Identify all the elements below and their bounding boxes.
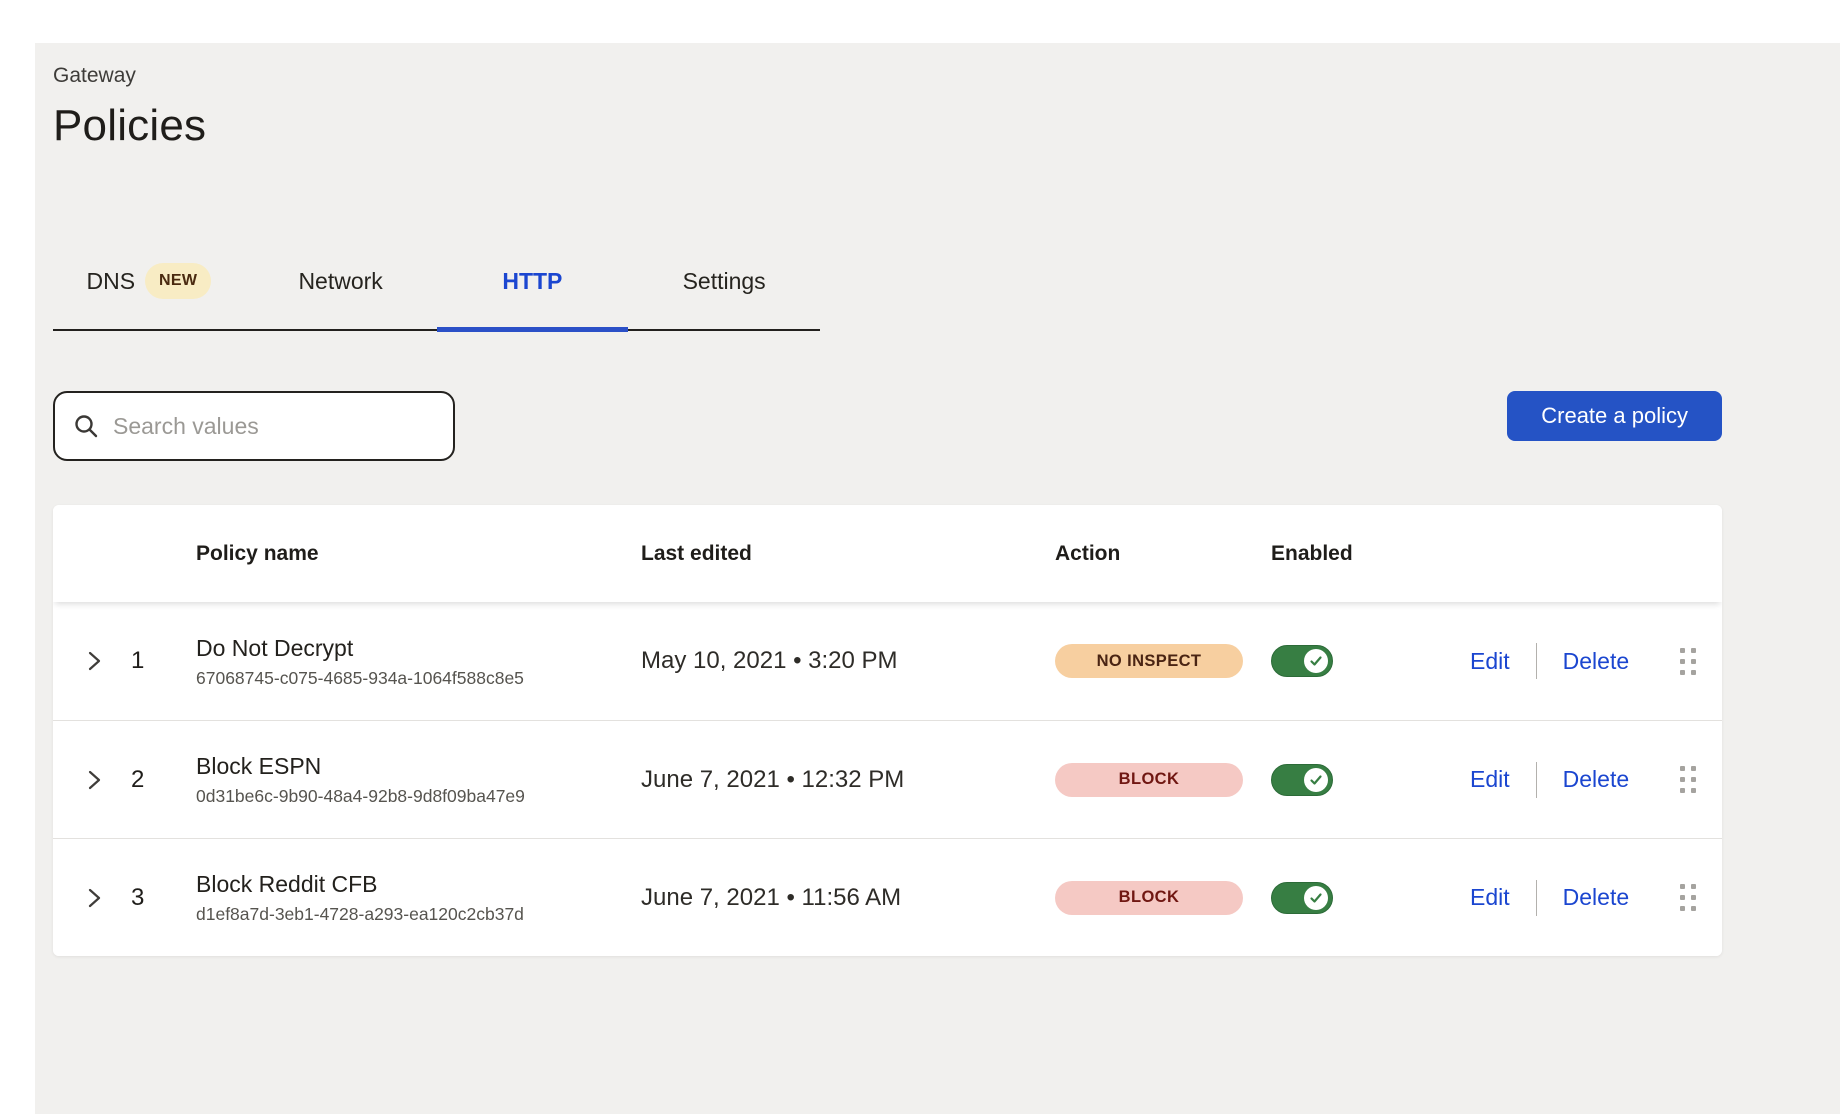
policies-table: Policy name Last edited Action Enabled 1… bbox=[53, 505, 1722, 956]
tab-bar: DNS NEW Network HTTP Settings bbox=[53, 263, 820, 332]
last-edited-cell: June 7, 2021 • 12:32 PM bbox=[641, 765, 905, 793]
table-row: 1 Do Not Decrypt 67068745-c075-4685-934a… bbox=[53, 602, 1722, 720]
table-row: 3 Block Reddit CFB d1ef8a7d-3eb1-4728-a2… bbox=[53, 838, 1722, 956]
policy-uuid: 0d31be6c-9b90-48a4-92b8-9d8f09ba47e9 bbox=[196, 786, 525, 806]
enabled-cell bbox=[1271, 763, 1470, 796]
action-divider bbox=[1535, 761, 1537, 798]
check-icon bbox=[1310, 892, 1322, 903]
action-divider bbox=[1535, 879, 1537, 916]
row-index: 1 bbox=[131, 647, 145, 674]
column-header-enabled: Enabled bbox=[1271, 541, 1353, 565]
tab-settings[interactable]: Settings bbox=[628, 267, 820, 329]
column-header-policy-name: Policy name bbox=[196, 541, 319, 565]
policy-name: Block Reddit CFB bbox=[196, 871, 378, 897]
expand-row-button[interactable] bbox=[85, 770, 105, 790]
expand-row-button[interactable] bbox=[85, 888, 105, 908]
row-lead: 2 bbox=[53, 766, 196, 794]
expand-row-button[interactable] bbox=[85, 651, 105, 671]
tab-network-label: Network bbox=[298, 268, 383, 294]
search-input[interactable] bbox=[113, 412, 435, 440]
policy-name-cell: Block ESPN 0d31be6c-9b90-48a4-92b8-9d8f0… bbox=[196, 751, 641, 808]
delete-link[interactable]: Delete bbox=[1562, 766, 1630, 792]
policy-name: Block ESPN bbox=[196, 753, 322, 779]
row-actions: Edit Delete bbox=[1470, 761, 1722, 798]
action-badge: BLOCK bbox=[1055, 880, 1243, 915]
policy-name-cell: Do Not Decrypt 67068745-c075-4685-934a-1… bbox=[196, 633, 641, 690]
chevron-right-icon bbox=[88, 651, 101, 671]
action-cell: NO INSPECT bbox=[1055, 644, 1271, 678]
row-actions: Edit Delete bbox=[1470, 879, 1722, 916]
table-row: 2 Block ESPN 0d31be6c-9b90-48a4-92b8-9d8… bbox=[53, 720, 1722, 838]
search-icon bbox=[73, 413, 99, 439]
action-cell: BLOCK bbox=[1055, 762, 1271, 797]
enabled-toggle[interactable] bbox=[1271, 645, 1333, 677]
chevron-right-icon bbox=[88, 888, 101, 907]
chevron-right-icon bbox=[88, 770, 101, 789]
toggle-knob bbox=[1304, 885, 1328, 910]
tab-http-label: HTTP bbox=[502, 268, 563, 294]
action-badge: NO INSPECT bbox=[1055, 644, 1243, 678]
tab-settings-label: Settings bbox=[682, 268, 766, 294]
toggle-knob bbox=[1304, 767, 1328, 792]
enabled-cell bbox=[1271, 645, 1470, 677]
edit-link[interactable]: Edit bbox=[1470, 884, 1510, 910]
drag-handle-icon[interactable] bbox=[1680, 766, 1696, 793]
row-lead: 1 bbox=[53, 647, 196, 675]
tab-http[interactable]: HTTP bbox=[436, 267, 629, 332]
delete-link[interactable]: Delete bbox=[1562, 647, 1630, 674]
tab-network[interactable]: Network bbox=[245, 267, 437, 329]
row-index: 2 bbox=[131, 765, 145, 793]
toggle-knob bbox=[1304, 649, 1328, 673]
action-cell: BLOCK bbox=[1055, 880, 1271, 915]
check-icon bbox=[1310, 774, 1322, 785]
row-index: 3 bbox=[131, 883, 145, 911]
drag-handle-icon[interactable] bbox=[1680, 647, 1696, 675]
row-actions: Edit Delete bbox=[1470, 643, 1722, 679]
create-policy-button[interactable]: Create a policy bbox=[1507, 391, 1722, 441]
page-title: Policies bbox=[53, 101, 207, 150]
enabled-cell bbox=[1271, 881, 1470, 914]
policy-uuid: d1ef8a7d-3eb1-4728-a293-ea120c2cb37d bbox=[196, 904, 524, 924]
check-icon bbox=[1310, 656, 1322, 666]
table-body: 1 Do Not Decrypt 67068745-c075-4685-934a… bbox=[53, 602, 1722, 956]
content-panel: Gateway Policies DNS NEW Network HTTP Se… bbox=[35, 43, 1840, 1114]
column-header-action: Action bbox=[1055, 541, 1121, 565]
tab-dns-label: DNS bbox=[86, 268, 136, 294]
edit-link[interactable]: Edit bbox=[1470, 647, 1510, 674]
new-badge: NEW bbox=[145, 263, 212, 299]
delete-link[interactable]: Delete bbox=[1562, 884, 1630, 910]
search-box[interactable] bbox=[53, 391, 455, 461]
policy-uuid: 67068745-c075-4685-934a-1064f588c8e5 bbox=[196, 667, 524, 688]
action-divider bbox=[1535, 643, 1537, 679]
edit-link[interactable]: Edit bbox=[1470, 766, 1510, 792]
last-edited-cell: June 7, 2021 • 11:56 AM bbox=[641, 883, 902, 911]
row-lead: 3 bbox=[53, 884, 196, 912]
breadcrumb: Gateway bbox=[53, 64, 136, 87]
toolbar: Create a policy bbox=[53, 391, 1722, 461]
enabled-toggle[interactable] bbox=[1271, 881, 1333, 914]
policy-name-cell: Block Reddit CFB d1ef8a7d-3eb1-4728-a293… bbox=[196, 869, 641, 926]
column-header-last-edited: Last edited bbox=[641, 541, 752, 565]
last-edited-cell: May 10, 2021 • 3:20 PM bbox=[641, 647, 898, 674]
drag-handle-icon[interactable] bbox=[1680, 884, 1696, 911]
tab-dns[interactable]: DNS NEW bbox=[53, 263, 245, 329]
policy-name: Do Not Decrypt bbox=[196, 634, 354, 661]
enabled-toggle[interactable] bbox=[1271, 763, 1333, 796]
table-header-row: Policy name Last edited Action Enabled bbox=[53, 505, 1722, 602]
action-badge: BLOCK bbox=[1055, 762, 1243, 797]
